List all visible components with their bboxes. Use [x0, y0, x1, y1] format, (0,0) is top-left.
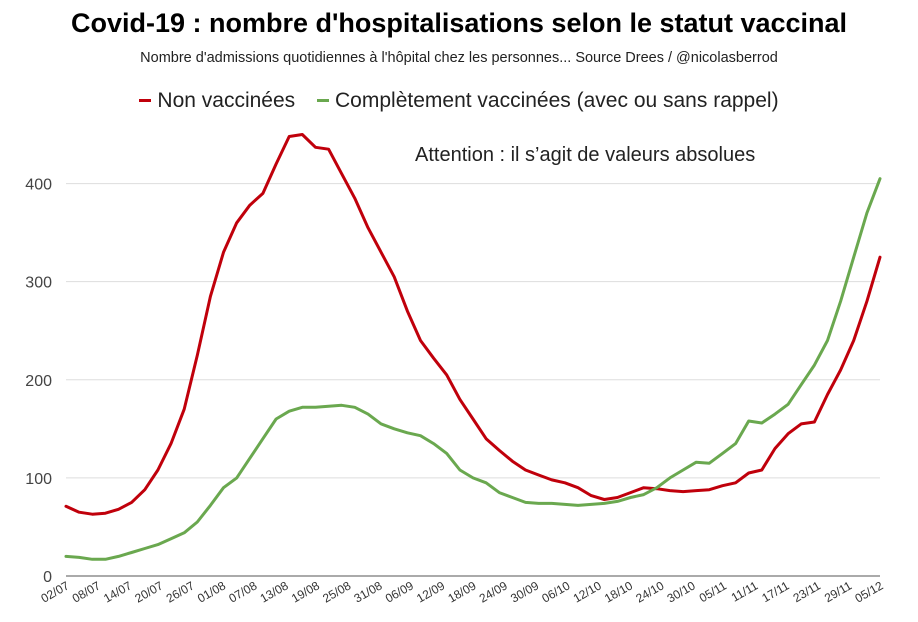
x-tick-label: 31/08 — [352, 578, 385, 605]
legend-label-non-vaccinees: Non vaccinées — [157, 88, 296, 112]
x-tick-label: 30/10 — [665, 578, 698, 605]
x-tick-label: 29/11 — [822, 578, 855, 605]
series-lines — [64, 133, 882, 561]
series-line-vaccinees — [64, 177, 882, 561]
chart-title: Covid-19 : nombre d'hospitalisations sel… — [70, 8, 848, 38]
x-tick-label: 17/11 — [759, 578, 792, 605]
x-tick-label: 07/08 — [226, 578, 259, 605]
x-tick-label: 01/08 — [195, 578, 228, 605]
x-tick-label: 06/09 — [383, 578, 416, 605]
legend-swatch-red — [139, 99, 152, 102]
x-tick-label: 05/12 — [852, 578, 885, 605]
gridlines — [66, 183, 880, 577]
x-tick-label: 23/11 — [791, 578, 824, 605]
x-axis-labels: 02/0708/0714/0720/0726/0701/0807/0813/08… — [38, 578, 885, 605]
chart-legend: Non vaccinées Complètement vaccinées (av… — [0, 84, 918, 113]
x-tick-label: 19/08 — [289, 578, 322, 605]
x-tick-label: 12/10 — [571, 578, 604, 605]
y-tick-label: 0 — [43, 569, 52, 586]
y-tick-label: 100 — [25, 471, 52, 488]
x-tick-label: 11/11 — [729, 578, 761, 604]
x-tick-label: 12/09 — [414, 578, 447, 605]
y-tick-label: 300 — [25, 275, 52, 292]
x-tick-label: 18/09 — [445, 578, 478, 605]
legend-item-non-vaccinees[interactable]: Non vaccinées — [139, 89, 295, 113]
chart-subtitle: Nombre d'admissions quotidiennes à l'hôp… — [140, 50, 778, 66]
x-tick-label: 08/07 — [70, 578, 103, 605]
chart-annotation: Attention : il s’agit de valeurs absolue… — [415, 144, 756, 166]
x-tick-label: 30/09 — [508, 578, 541, 605]
legend-item-vaccinees[interactable]: Complètement vaccinées (avec ou sans rap… — [317, 89, 779, 113]
x-tick-label: 26/07 — [164, 578, 197, 605]
x-tick-label: 20/07 — [132, 578, 165, 605]
x-tick-label: 18/10 — [602, 578, 635, 605]
x-tick-label: 06/10 — [539, 578, 572, 605]
x-tick-label: 13/08 — [258, 578, 291, 605]
y-axis-labels: 0 100 200 300 400 — [25, 177, 52, 586]
y-tick-label: 200 — [25, 373, 52, 390]
x-tick-label: 25/08 — [320, 578, 353, 605]
x-tick-label: 05/11 — [697, 578, 730, 605]
y-tick-label: 400 — [25, 177, 52, 194]
legend-swatch-green — [317, 99, 330, 102]
x-tick-label: 14/07 — [101, 578, 134, 605]
series-line-non-vaccinees — [64, 133, 882, 516]
x-tick-label: 24/10 — [633, 578, 666, 605]
x-tick-label: 24/09 — [477, 578, 510, 605]
legend-label-vaccinees: Complètement vaccinées (avec ou sans rap… — [335, 88, 779, 112]
